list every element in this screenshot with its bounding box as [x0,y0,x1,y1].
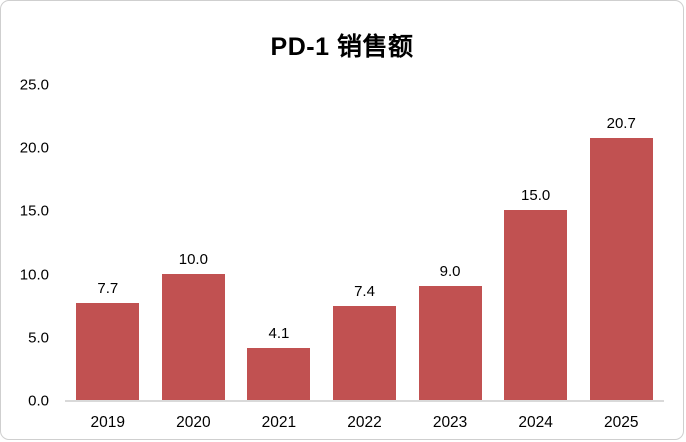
bar-value-label: 7.4 [354,283,375,301]
bar-2024 [504,210,568,400]
x-tick-label-2020: 2020 [176,414,211,431]
y-tick-label: 0.0 [28,392,49,410]
bar-2022 [333,306,396,400]
bar-value-label: 15.0 [521,187,551,205]
bar-2019 [76,302,140,400]
y-tick-label: 15.0 [19,202,49,220]
bar-value-label: 7.7 [97,279,119,297]
bar-2025 [589,138,653,400]
y-tick-label: 20.0 [19,139,49,157]
x-tick-label-2025: 2025 [603,414,639,431]
y-tick-label: 10.0 [19,266,49,284]
x-tick-label-2019: 2019 [90,414,126,431]
x-tick-label-2022: 2022 [347,414,382,431]
bar-2023 [418,286,482,400]
x-tick-label-2024: 2024 [518,414,553,431]
bar-value-label: 9.0 [439,263,461,281]
x-tick-label-2023: 2023 [432,414,468,431]
chart-title: PD-1 销售额 [270,33,414,61]
x-tick-label-2021: 2021 [261,414,297,431]
bar-2020 [161,273,225,400]
bar-value-label: 20.7 [606,115,636,133]
x-axis-baseline [65,400,664,402]
bar-value-label: 10.0 [178,250,208,268]
y-tick-label: 25.0 [19,76,49,94]
bar-2021 [247,348,311,400]
y-tick-label: 5.0 [28,329,49,347]
bar-value-label: 4.1 [268,325,290,343]
